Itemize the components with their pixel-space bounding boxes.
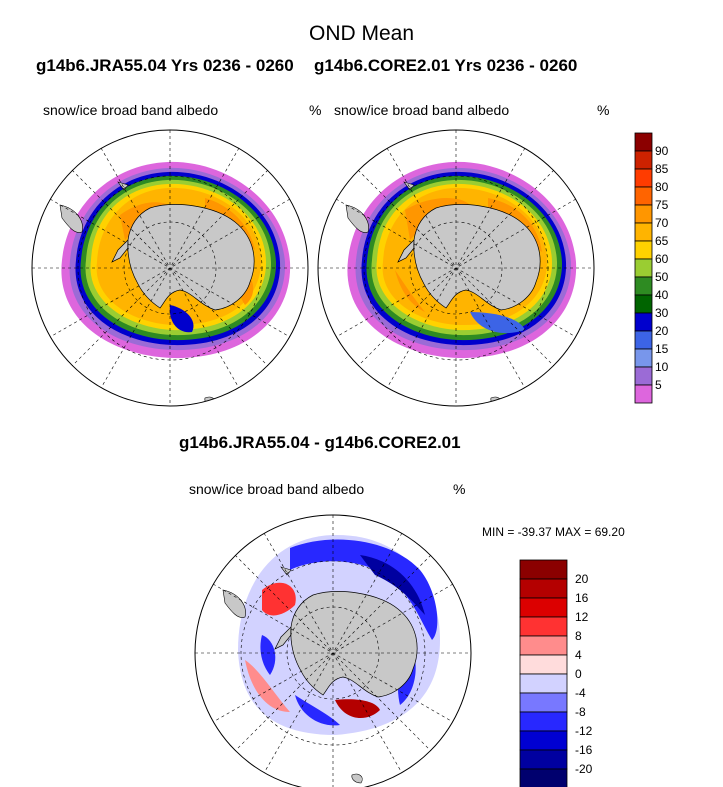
difference-colorbar-tick-label: 0: [575, 667, 582, 681]
difference-title: g14b6.JRA55.04 - g14b6.CORE2.01: [179, 433, 461, 452]
albedo-colorbar-swatch: [634, 150, 653, 170]
albedo-colorbar-tick-label: 10: [655, 360, 669, 374]
albedo-colorbar-swatch: [634, 366, 653, 386]
albedo-colorbar-swatch: [634, 222, 653, 242]
diff-panel-units: %: [453, 481, 466, 497]
left-panel-header: g14b6.JRA55.04 Yrs 0236 - 0260: [36, 56, 294, 75]
diff-red-bottom: [335, 699, 380, 719]
left-grid: [32, 130, 308, 406]
right-antarctica: [397, 204, 541, 311]
right-map: [317, 129, 595, 407]
albedo-colorbar-swatch: [634, 294, 653, 314]
difference-colorbar-swatch: [519, 711, 568, 732]
right-panel-header: g14b6.CORE2.01 Yrs 0236 - 0260: [314, 56, 578, 75]
diff-south-america: [222, 589, 246, 618]
left-panel-variable: snow/ice broad band albedo: [43, 102, 219, 118]
albedo-colorbar-swatch: [634, 348, 653, 368]
min-max-stats: MIN = -39.37 MAX = 69.20: [482, 525, 625, 539]
albedo-colorbar-tick-label: 30: [655, 306, 669, 320]
difference-colorbar-swatch: [519, 730, 568, 751]
albedo-colorbar-swatch: [634, 258, 653, 278]
left-panel-units: %: [309, 102, 322, 118]
difference-colorbar-tick-label: -4: [575, 686, 586, 700]
diff-blue-arc-outer: [290, 539, 438, 640]
albedo-colorbar-tick-label: 75: [655, 198, 669, 212]
difference-colorbar-tick-label: 16: [575, 591, 589, 605]
diff-panel-variable: snow/ice broad band albedo: [189, 481, 365, 497]
albedo-colorbar-tick-label: 60: [655, 252, 669, 266]
difference-colorbar-tick-label: -20: [575, 762, 593, 776]
difference-colorbar-tick-label: -12: [575, 724, 593, 738]
albedo-colorbar-swatch: [634, 186, 653, 206]
difference-colorbar-tick-label: 4: [575, 648, 582, 662]
right-panel-variable: snow/ice broad band albedo: [334, 102, 510, 118]
albedo-colorbar-swatch: [634, 312, 653, 332]
albedo-colorbar-tick-label: 70: [655, 216, 669, 230]
diff-pink-left: [245, 660, 290, 712]
diff-blue-bottom: [295, 695, 340, 726]
albedo-colorbar-swatch: [634, 204, 653, 224]
right-ross-sea-blue: [470, 312, 525, 334]
albedo-colorbar-swatch: [634, 276, 653, 296]
difference-colorbar-swatch: [519, 597, 568, 618]
diff-blue-arc-dark: [360, 555, 425, 615]
albedo-colorbar-swatch: [634, 384, 653, 404]
difference-colorbar-swatch: [519, 578, 568, 599]
difference-colorbar-tick-label: -16: [575, 743, 593, 757]
albedo-colorbar-tick-label: 90: [655, 144, 669, 158]
difference-colorbar-swatch: [519, 768, 568, 787]
difference-colorbar-swatch: [519, 654, 568, 675]
left-ross-sea-blue: [169, 305, 194, 333]
difference-colorbar: 20 16 12 8 4 0 -4 -8 -12 -16 -20: [519, 559, 593, 787]
left-antarctica: [111, 204, 255, 311]
diff-grid: [195, 515, 471, 787]
difference-colorbar-tick-label: 20: [575, 572, 589, 586]
albedo-colorbar: 90 85 80 75 70 65 60 50 40 30 20 15 10 5: [634, 132, 669, 404]
albedo-colorbar-swatch: [634, 330, 653, 350]
diff-new-zealand: [351, 773, 363, 784]
albedo-colorbar-tick-label: 40: [655, 288, 669, 302]
difference-colorbar-swatch: [519, 749, 568, 770]
albedo-colorbar-tick-label: 85: [655, 162, 669, 176]
albedo-colorbar-tick-label: 5: [655, 378, 662, 392]
albedo-colorbar-swatch: [634, 168, 653, 188]
difference-colorbar-swatch: [519, 692, 568, 713]
difference-map: [194, 514, 472, 787]
left-south-america: [59, 204, 83, 233]
albedo-colorbar-tick-label: 65: [655, 234, 669, 248]
difference-colorbar-swatch: [519, 635, 568, 656]
diff-blue-left: [260, 635, 276, 675]
difference-colorbar-tick-label: 8: [575, 629, 582, 643]
albedo-colorbar-swatch: [634, 240, 653, 260]
figure-title: OND Mean: [308, 22, 415, 45]
albedo-colorbar-swatch: [634, 132, 653, 152]
albedo-colorbar-tick-label: 20: [655, 324, 669, 338]
albedo-colorbar-tick-label: 15: [655, 342, 669, 356]
right-grid: [318, 130, 594, 406]
difference-colorbar-swatch: [519, 559, 568, 580]
difference-colorbar-tick-label: 12: [575, 610, 589, 624]
right-south-america: [345, 204, 369, 233]
difference-colorbar-tick-label: -8: [575, 705, 586, 719]
albedo-colorbar-tick-label: 80: [655, 180, 669, 194]
left-map: [31, 129, 309, 407]
albedo-colorbar-tick-label: 50: [655, 270, 669, 284]
difference-colorbar-swatch: [519, 673, 568, 694]
difference-colorbar-swatch: [519, 616, 568, 637]
right-panel-units: %: [597, 102, 610, 118]
